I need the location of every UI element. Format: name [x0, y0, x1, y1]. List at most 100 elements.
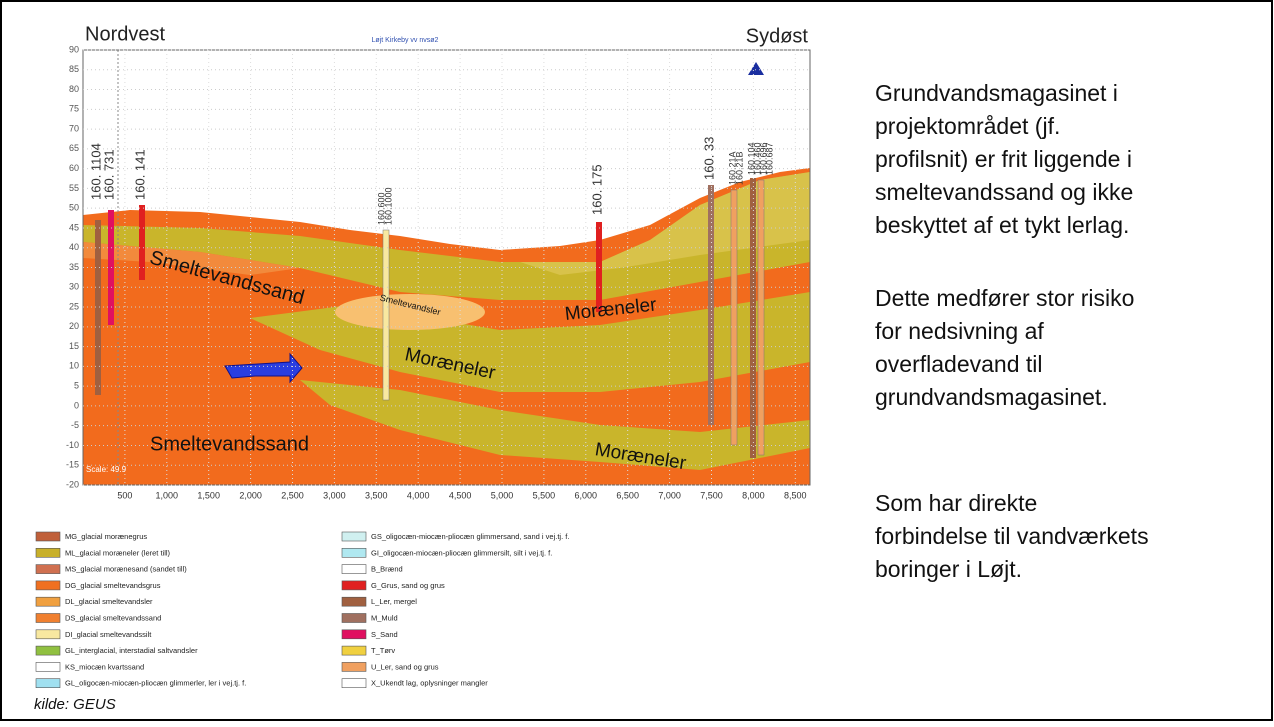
profile-name: Løjt Kirkeby vv nvsø2	[372, 37, 439, 44]
y-tick-label: 20	[69, 321, 79, 331]
y-tick-label: 35	[69, 262, 79, 272]
y-tick-label: -20	[66, 479, 79, 489]
x-tick-label: 5,000	[491, 490, 514, 500]
borehole-label: 160. 33	[701, 137, 716, 180]
legend-label: S_Sand	[371, 630, 398, 639]
paragraph-line: for nedsivning af	[875, 318, 1044, 344]
title-left: Nordvest	[85, 23, 165, 45]
y-tick-label: 55	[69, 183, 79, 193]
paragraph-line: profilsnit) er frit liggende i	[875, 146, 1132, 172]
legend-label: G_Grus, sand og grus	[371, 581, 445, 590]
borehole-label: 160. 141	[132, 149, 147, 200]
borehole-label: 160. 731	[101, 149, 116, 200]
legend-swatch	[342, 548, 366, 557]
legend-swatch	[342, 532, 366, 541]
legend-swatch	[36, 597, 60, 606]
x-tick-label: 8,000	[742, 490, 765, 500]
x-tick-label: 6,000	[575, 490, 598, 500]
x-tick-label: 4,000	[407, 490, 430, 500]
x-tick-label: 1,000	[156, 490, 179, 500]
legend-swatch	[36, 662, 60, 671]
x-tick-label: 4,500	[449, 490, 472, 500]
legend-label: GL_interglacial, interstadial saltvandsl…	[65, 646, 198, 655]
x-tick-label: 7,000	[658, 490, 681, 500]
legend-label: DS_glacial smeltevandssand	[65, 613, 161, 622]
y-tick-label: 85	[69, 64, 79, 74]
x-tick-label: 3,000	[323, 490, 346, 500]
y-tick-label: 50	[69, 203, 79, 213]
legend-label: MS_glacial morænesand (sandet till)	[65, 565, 187, 574]
borehole	[708, 185, 714, 425]
x-tick-label: 3,500	[365, 490, 388, 500]
legend-label: GI_oligocæn-miocæn-pliocæn glimmersilt, …	[371, 548, 552, 557]
y-tick-label: 45	[69, 222, 79, 232]
body: MG_glacial morænegrus ML_glacial morænele…	[0, 0, 1274, 722]
layer-label: Smeltevandssand	[150, 433, 309, 455]
paragraph-line: boringer i Løjt.	[875, 556, 1022, 582]
legend-label: GS_oligocæn-miocæn-pliocæn glimmersand, …	[371, 532, 569, 541]
legend-swatch	[342, 581, 366, 590]
legend-label: KS_miocæn kvartssand	[65, 662, 144, 671]
scale-label: Scale: 49.9	[86, 465, 127, 474]
legend-label: B_Brænd	[371, 565, 403, 574]
paragraph-line: smeltevandssand og ikke	[875, 179, 1133, 205]
legend-swatch	[342, 662, 366, 671]
borehole-label: 160. 175	[589, 164, 604, 215]
y-tick-label: 90	[69, 44, 79, 54]
page: {"figure": { "title_left": "Nordvest", "…	[0, 0, 1274, 722]
legend-label: L_Ler, mergel	[371, 597, 417, 606]
y-tick-label: 15	[69, 341, 79, 351]
paragraph-line: Som har direkte	[875, 490, 1037, 516]
paragraph-line: overfladevand til	[875, 351, 1043, 377]
legend-swatch	[36, 532, 60, 541]
legend-label: MG_glacial morænegrus	[65, 532, 147, 541]
x-tick-label: 6,500	[616, 490, 639, 500]
x-tick-label: 500	[117, 490, 132, 500]
legend-swatch	[36, 630, 60, 639]
legend-swatch	[36, 679, 60, 688]
legend-swatch	[342, 597, 366, 606]
legend-swatch	[36, 581, 60, 590]
y-tick-label: 25	[69, 301, 79, 311]
paragraph-line: forbindelse til vandværkets	[875, 523, 1149, 549]
x-tick-label: 5,500	[533, 490, 556, 500]
legend-swatch	[36, 548, 60, 557]
legend-label: X_Ukendt lag, oplysninger mangler	[371, 679, 488, 688]
y-tick-label: -5	[71, 420, 79, 430]
paragraph-line: Dette medfører stor risiko	[875, 285, 1134, 311]
paragraph-line: Grundvandsmagasinet i	[875, 80, 1118, 106]
paragraph-line: projektområdet (jf.	[875, 113, 1060, 139]
x-tick-label: 7,500	[700, 490, 723, 500]
y-tick-label: 10	[69, 361, 79, 371]
legend-label: DL_glacial smeltevandsler	[65, 597, 153, 606]
legend-label: M_Muld	[371, 613, 398, 622]
borehole-label: 160.1000	[383, 187, 393, 225]
legend-label: ML_glacial moræneler (leret till)	[65, 548, 171, 557]
y-tick-label: 65	[69, 143, 79, 153]
paragraph-line: beskyttet af et tykt lerlag.	[875, 212, 1129, 238]
borehole-label: 160.21B	[734, 151, 744, 185]
legend-label: DG_glacial smeltevandsgrus	[65, 581, 161, 590]
y-tick-label: 75	[69, 104, 79, 114]
legend-swatch	[36, 646, 60, 655]
borehole	[383, 230, 389, 400]
title-right: Sydøst	[746, 25, 809, 47]
y-tick-label: 60	[69, 163, 79, 173]
legend-label: T_Tørv	[371, 646, 395, 655]
legend-label: U_Ler, sand og grus	[371, 662, 439, 671]
legend-swatch	[36, 614, 60, 623]
borehole-label: 160.687	[764, 142, 774, 175]
legend-swatch	[342, 630, 366, 639]
y-tick-label: -10	[66, 440, 79, 450]
legend-swatch	[342, 614, 366, 623]
borehole	[139, 205, 145, 280]
borehole	[758, 180, 764, 455]
y-tick-label: 5	[74, 381, 79, 391]
legend-swatch	[36, 565, 60, 574]
y-tick-label: -15	[66, 460, 79, 470]
x-tick-label: 1,500	[197, 490, 220, 500]
y-tick-label: 40	[69, 242, 79, 252]
y-tick-label: 70	[69, 123, 79, 133]
source: kilde: GEUS	[34, 696, 116, 713]
y-tick-label: 0	[74, 400, 79, 410]
